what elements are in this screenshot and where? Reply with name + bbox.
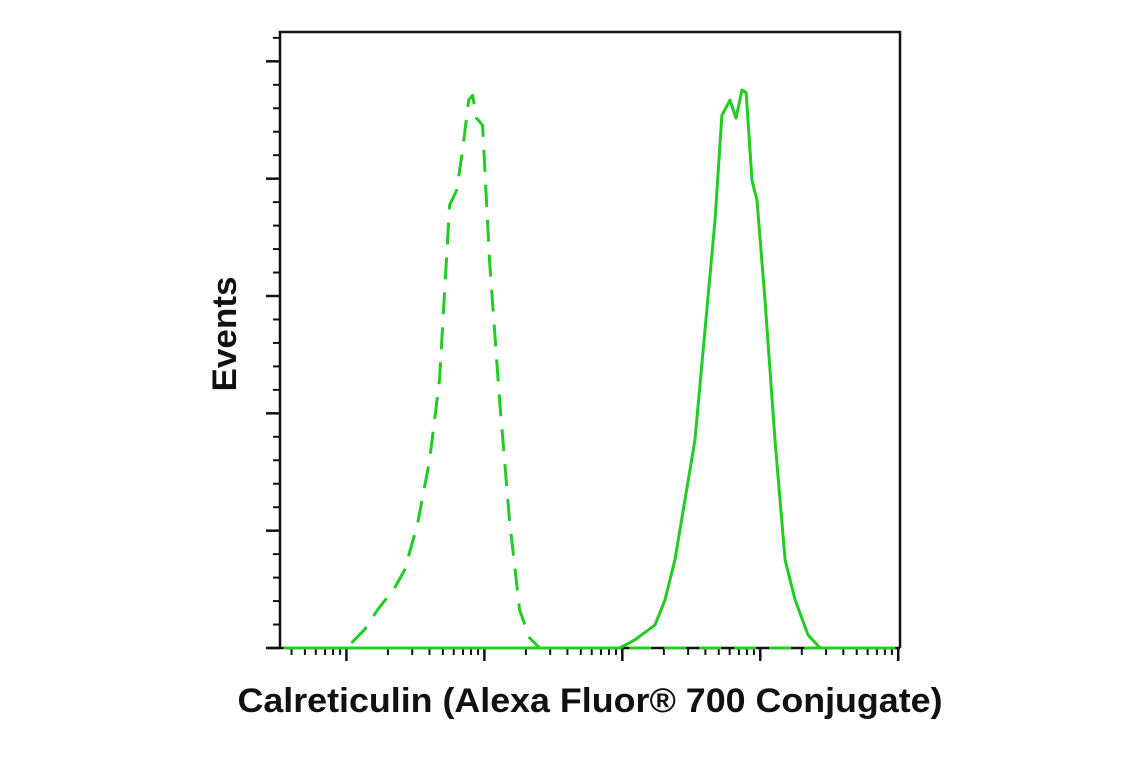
series-line [283,93,896,650]
series-line [283,88,896,650]
x-axis-label: Calreticulin (Alexa Fluor® 700 Conjugate… [238,682,943,720]
plot-frame [278,30,902,648]
y-axis-label: Events [206,277,244,392]
